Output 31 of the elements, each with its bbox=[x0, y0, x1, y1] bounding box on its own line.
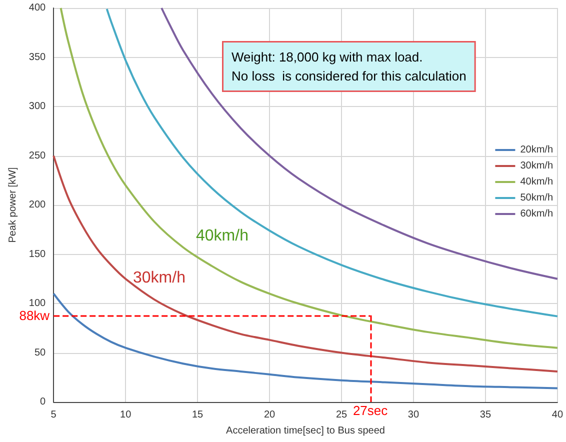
x-tick-label: 15 bbox=[192, 410, 204, 420]
y-tick-label: 100 bbox=[28, 298, 46, 309]
x-tick-label: 25 bbox=[336, 410, 348, 420]
line-series bbox=[60, 7, 558, 349]
ref-line-label: 88kw bbox=[19, 308, 50, 323]
legend-label: 40km/h bbox=[520, 176, 554, 188]
x-tick-label: 30 bbox=[408, 410, 420, 420]
y-tick-label: 0 bbox=[40, 396, 46, 408]
y-tick-label: 300 bbox=[28, 101, 46, 112]
annotation: 30km/h bbox=[133, 270, 186, 286]
legend-label: 20km/h bbox=[520, 144, 554, 156]
x-tick-label: 35 bbox=[480, 410, 492, 420]
ref-line-label: 27sec bbox=[352, 403, 388, 418]
y-tick-label: 150 bbox=[28, 248, 46, 260]
line-series bbox=[106, 8, 558, 318]
legend-label: 30km/h bbox=[520, 160, 554, 172]
y-tick-label: 400 bbox=[28, 2, 46, 14]
annotation: Weight: 18,000 kg with max load. No loss is considered for this calculation bbox=[232, 50, 466, 84]
y-axis-title: Peak power [kW] bbox=[8, 166, 18, 243]
legend-label: 60km/h bbox=[520, 208, 554, 220]
y-tick-label: 200 bbox=[28, 200, 46, 210]
x-tick-label: 5 bbox=[50, 410, 57, 420]
x-tick-label: 10 bbox=[120, 410, 132, 420]
x-tick-label: 20 bbox=[264, 410, 276, 420]
y-tick-label: 50 bbox=[34, 347, 46, 358]
x-tick-label: 40 bbox=[552, 410, 564, 420]
annotation: 40km/h bbox=[196, 228, 248, 244]
legend-label: 50km/h bbox=[520, 192, 554, 204]
y-tick-label: 350 bbox=[28, 52, 46, 63]
x-axis-title: Acceleration time[sec] to Bus speed bbox=[226, 426, 386, 436]
y-tick-label: 250 bbox=[28, 150, 46, 162]
